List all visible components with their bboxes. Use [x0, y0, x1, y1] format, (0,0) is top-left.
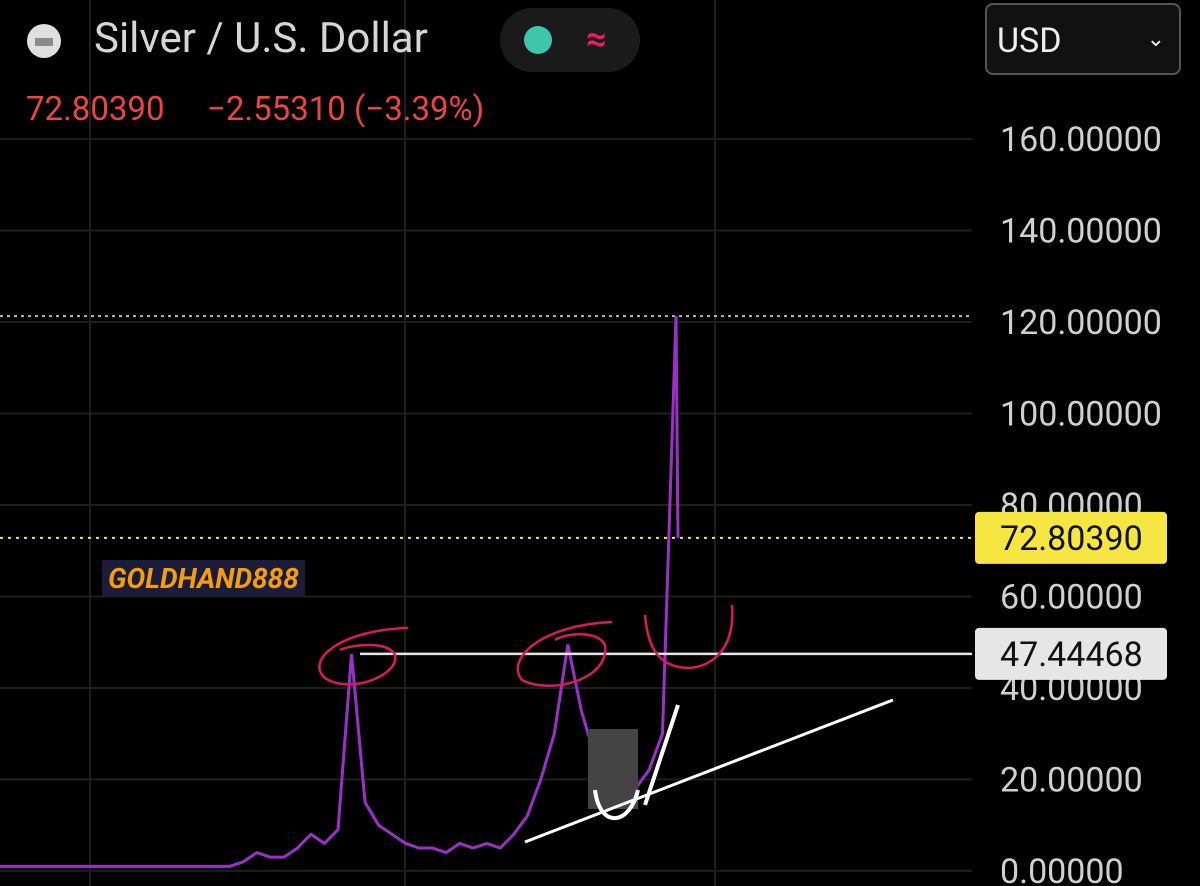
- y-tick-label: 20.00000: [1000, 760, 1143, 800]
- currency: USD: [997, 21, 1062, 61]
- price-label: 72.80390: [1000, 519, 1143, 559]
- currency-select[interactable]: USD ⌄: [985, 3, 1181, 75]
- y-tick-label: 140.00000: [1000, 212, 1162, 252]
- trend-line: [524, 698, 894, 844]
- price-label-box: [975, 511, 1167, 564]
- status-pill[interactable]: ≈: [500, 8, 640, 72]
- price-label: 47.44468: [1000, 635, 1143, 675]
- y-tick-label: 120.00000: [1000, 303, 1162, 343]
- y-tick-label: 0.00000: [1000, 852, 1124, 886]
- circle-annotation: [516, 620, 613, 688]
- last-price: 72.80390: [26, 90, 165, 129]
- cup-annotation: [643, 604, 734, 670]
- price-label-box: [975, 627, 1167, 680]
- circle-annotation: [318, 626, 409, 686]
- watermark: GOLDHAND888: [102, 560, 305, 597]
- silver-icon: [27, 24, 61, 58]
- y-tick-label: 100.00000: [1000, 394, 1162, 434]
- price-line: [0, 316, 680, 868]
- symbol-title: Silver / U.S. Dollar: [94, 14, 428, 63]
- y-tick-label: 160.00000: [1000, 120, 1162, 160]
- y-tick-label: 60.00000: [1000, 577, 1143, 617]
- annotations: [318, 604, 734, 688]
- price-change: −2.55310 (−3.39%): [207, 90, 485, 129]
